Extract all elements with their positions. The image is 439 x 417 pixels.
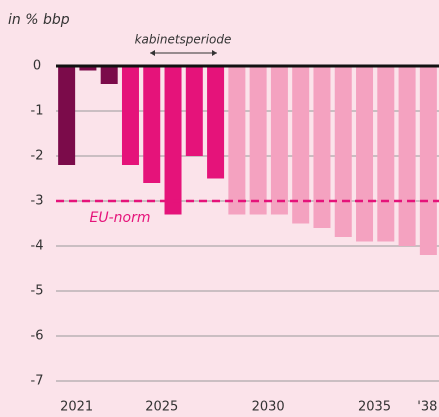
y-tick-label: -7	[31, 374, 44, 389]
x-tick-label: 2021	[60, 400, 93, 415]
bar	[58, 66, 76, 165]
x-tick-label: 2035	[358, 400, 391, 415]
bar	[100, 66, 118, 84]
bar	[334, 66, 352, 237]
x-tick-label: 2030	[252, 400, 285, 415]
y-tick-label: -3	[31, 194, 44, 209]
reference-label: EU-norm	[90, 210, 151, 226]
bar	[398, 66, 416, 246]
bar	[121, 66, 139, 165]
period-label: kabinetsperiode	[135, 33, 232, 47]
bar	[79, 66, 97, 71]
bar	[419, 66, 437, 255]
y-tick-label: -1	[31, 104, 44, 119]
bar	[313, 66, 331, 228]
bar	[377, 66, 395, 242]
bar	[292, 66, 310, 224]
y-tick-label: 0	[33, 59, 41, 74]
bar	[207, 66, 225, 179]
x-tick-label: '38	[417, 400, 437, 415]
y-axis-label: in % bbp	[8, 12, 70, 28]
x-tick-label: 2025	[145, 400, 178, 415]
period-arrow	[150, 50, 217, 56]
y-tick-label: -5	[31, 284, 44, 299]
bar	[185, 66, 203, 156]
bar	[356, 66, 374, 242]
reference-label-bg	[78, 207, 164, 229]
bar	[143, 66, 161, 183]
y-tick-label: -2	[31, 149, 44, 164]
bar	[270, 66, 288, 215]
bar	[249, 66, 267, 215]
bar	[228, 66, 246, 215]
y-tick-label: -6	[31, 329, 44, 344]
y-tick-label: -4	[31, 239, 44, 254]
bar	[164, 66, 182, 215]
